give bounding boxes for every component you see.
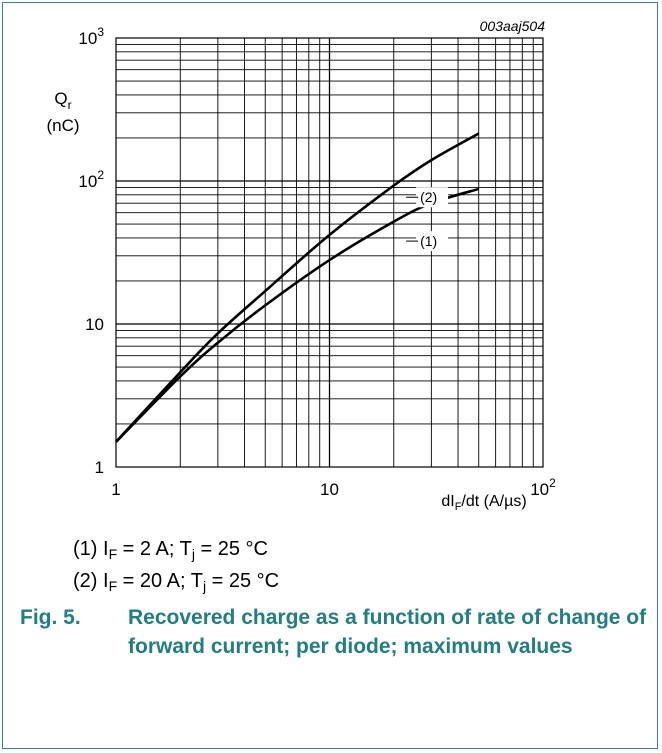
y-tick-label: 103 xyxy=(78,25,104,48)
legend-item-2: (2) IF = 20 A; Tj = 25 °C xyxy=(73,570,280,594)
tick-labels: 1 10 102 1 10 102 103 xyxy=(78,25,556,499)
y-tick-label: 1 xyxy=(95,458,104,477)
series-line-2 xyxy=(115,132,480,443)
y-tick-label: 102 xyxy=(78,168,104,191)
series-line-1 xyxy=(115,187,480,443)
series-group: (1) (2) xyxy=(115,132,480,443)
y-axis-label: Qr xyxy=(54,89,71,112)
grid xyxy=(115,37,544,468)
series-label-2: (2) xyxy=(420,189,437,205)
series-label-1: (1) xyxy=(420,233,437,249)
y-axis-unit: (nC) xyxy=(46,116,79,135)
x-axis-label: dIF/dt (A/µs) xyxy=(441,493,526,513)
series-label-bg xyxy=(416,187,449,208)
x-tick-label: 10 xyxy=(320,480,339,499)
legend-item-1: (1) IF = 2 A; Tj = 25 °C xyxy=(73,538,268,562)
chart: (1) (2) 1 10 102 1 10 102 103 003aaj504 Qr (nC)… xyxy=(46,18,556,513)
y-tick-label: 10 xyxy=(85,315,104,334)
figure-caption-text: Recovered charge as a function of rate o… xyxy=(128,606,647,658)
series-label-bg xyxy=(416,231,449,252)
figure-code: 003aaj504 xyxy=(480,18,546,34)
figure-number: Fig. 5. xyxy=(20,606,81,629)
x-tick-label: 102 xyxy=(530,476,556,499)
x-tick-label: 1 xyxy=(111,480,120,499)
